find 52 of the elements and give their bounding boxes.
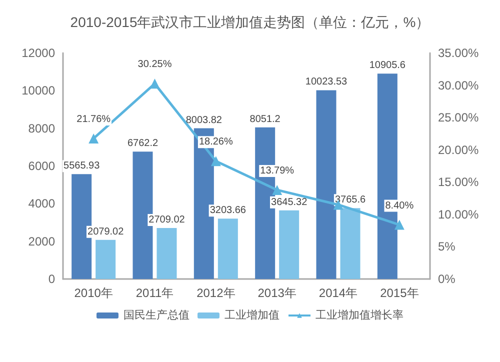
data-label: 8003.82 — [186, 114, 222, 126]
bar — [279, 210, 300, 279]
data-label: 8051.2 — [250, 114, 281, 125]
y2-tick-label: 5% — [438, 240, 456, 254]
y2-tick-label: 15.00% — [438, 175, 480, 190]
y-tick-label: 8000 — [28, 121, 56, 136]
legend-label: 工业增加值 — [224, 308, 280, 322]
y-tick-label: 2000 — [28, 234, 56, 248]
data-label: 18.26% — [198, 136, 233, 148]
legend-label: 国民生产总值 — [124, 308, 190, 322]
y2-tick-label: 20.00% — [438, 142, 480, 157]
x-tick-label: 2015年 — [380, 286, 419, 300]
x-tick-label: 2014年 — [318, 286, 358, 300]
x-tick-label: 2012年 — [196, 286, 236, 300]
point — [88, 133, 99, 144]
point — [394, 220, 404, 230]
y-tick-label: 12000 — [22, 46, 56, 60]
point — [150, 78, 160, 89]
bar — [316, 90, 336, 279]
data-label: 5565.93 — [64, 160, 100, 172]
point — [272, 184, 282, 195]
y2-tick-label: 30.00% — [438, 78, 480, 92]
data-label: 3645.32 — [271, 196, 308, 208]
x-tick-label: 2011年 — [136, 286, 174, 300]
data-label: 2079.02 — [88, 226, 124, 238]
data-label: 21.76% — [76, 114, 111, 125]
bar — [340, 208, 360, 279]
y-tick-label: 4000 — [28, 196, 56, 211]
bar — [156, 228, 177, 279]
y2-tick-label: 10.00% — [438, 207, 480, 222]
data-label: 13.79% — [260, 165, 294, 176]
y-tick-label: 0 — [48, 272, 56, 286]
data-label: 6762.2 — [127, 138, 158, 150]
data-label: 30.25% — [138, 59, 172, 70]
y-tick-label: 6000 — [28, 159, 56, 173]
chart-title: 2010-2015年武汉市工业增加值走势图（单位：亿元，%） — [70, 14, 430, 30]
y2-tick-label: 25.00% — [438, 110, 480, 125]
y-tick-label: 10000 — [22, 84, 56, 98]
x-tick-label: 2013年 — [258, 286, 296, 300]
data-label: 8.40% — [385, 200, 414, 212]
data-label: 10023.53 — [305, 76, 348, 88]
y2-tick-label: 35.00% — [438, 46, 480, 60]
x-tick-label: 2010年 — [74, 286, 113, 300]
data-label: 3765.6 — [334, 194, 366, 206]
legend-label: 工业增加值增长率 — [316, 308, 404, 322]
data-label: 2709.02 — [148, 214, 186, 226]
data-label: 3203.66 — [210, 205, 246, 216]
point — [210, 156, 221, 166]
y2-tick-label: 0% — [438, 272, 456, 286]
bar — [218, 218, 238, 279]
bar — [96, 240, 116, 279]
data-label: 10905.6 — [369, 60, 406, 72]
